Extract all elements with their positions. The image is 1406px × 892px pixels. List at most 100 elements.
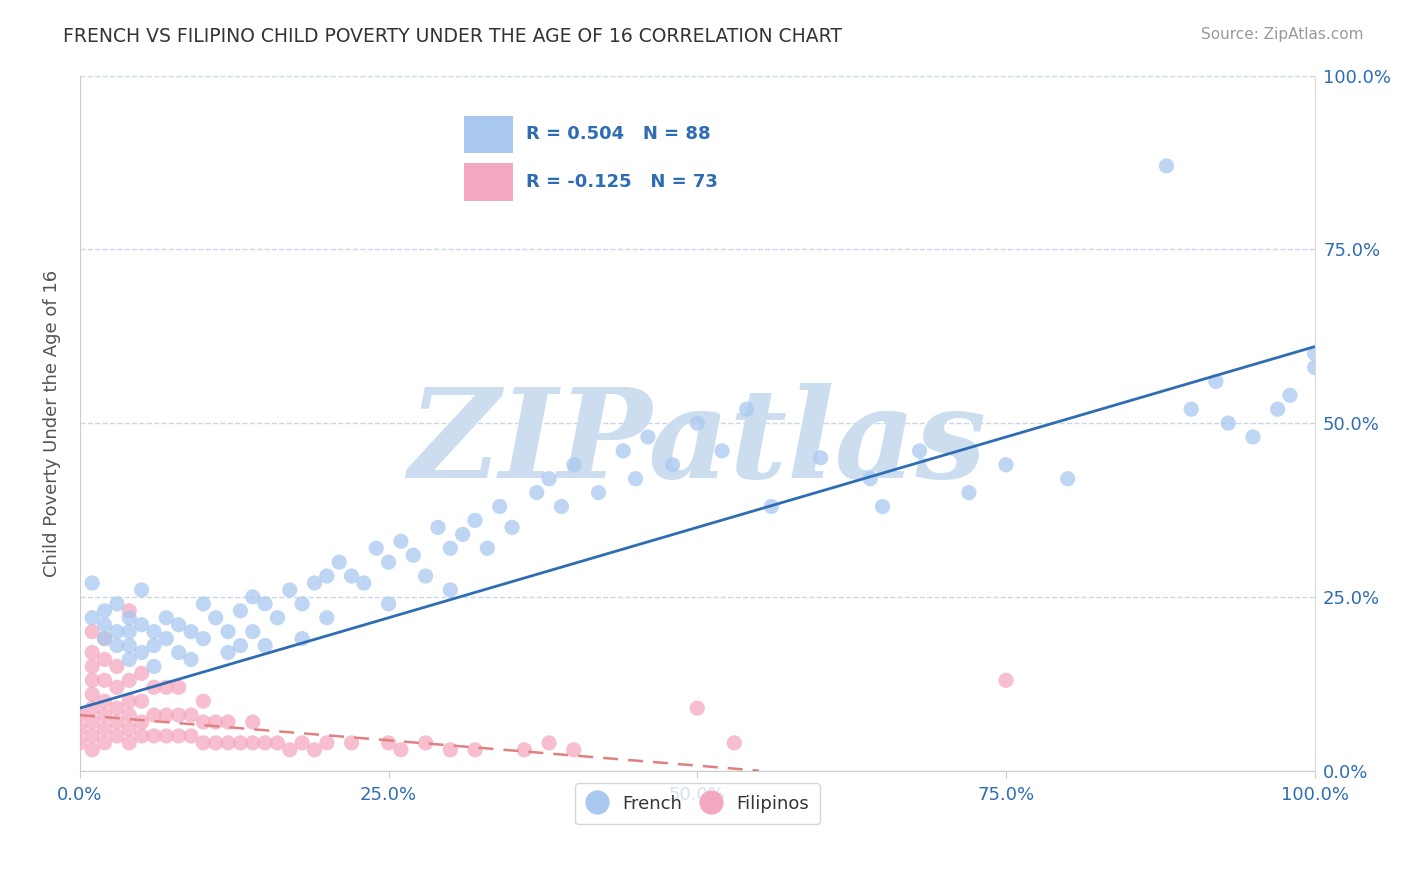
Point — [155, 632, 177, 646]
Point — [167, 680, 190, 694]
Point — [439, 582, 461, 597]
Point — [155, 680, 177, 694]
Point — [204, 611, 226, 625]
Point — [1056, 472, 1078, 486]
Point — [180, 708, 202, 723]
Point — [82, 687, 104, 701]
Point — [143, 639, 166, 653]
Point — [82, 701, 104, 715]
Point — [562, 743, 585, 757]
Point — [118, 736, 141, 750]
Point — [93, 652, 115, 666]
Point — [439, 743, 461, 757]
Point — [229, 639, 252, 653]
Point — [1180, 402, 1202, 417]
Point — [624, 472, 647, 486]
Point — [93, 632, 115, 646]
Point — [143, 708, 166, 723]
Point — [93, 617, 115, 632]
Point — [82, 743, 104, 757]
Point — [143, 680, 166, 694]
Point — [118, 604, 141, 618]
Point — [105, 729, 128, 743]
Point — [242, 714, 264, 729]
Point — [82, 624, 104, 639]
Point — [105, 680, 128, 694]
Point — [377, 597, 399, 611]
Point — [810, 450, 832, 465]
Point — [1156, 159, 1178, 173]
Point — [304, 576, 326, 591]
Point — [118, 694, 141, 708]
Point — [315, 569, 337, 583]
Point — [340, 736, 363, 750]
Point — [328, 555, 350, 569]
Point — [1303, 346, 1326, 360]
Point — [278, 743, 301, 757]
Point — [131, 729, 153, 743]
Point — [304, 743, 326, 757]
Legend: French, Filipinos: French, Filipinos — [575, 783, 820, 824]
Point — [872, 500, 894, 514]
Point — [686, 416, 709, 430]
Point — [315, 736, 337, 750]
Point — [710, 444, 733, 458]
Point — [994, 458, 1017, 472]
Point — [291, 597, 314, 611]
Text: Source: ZipAtlas.com: Source: ZipAtlas.com — [1201, 27, 1364, 42]
Point — [93, 736, 115, 750]
Point — [105, 624, 128, 639]
Point — [501, 520, 523, 534]
Point — [908, 444, 931, 458]
Point — [155, 611, 177, 625]
Point — [291, 736, 314, 750]
Point — [1205, 375, 1227, 389]
Point — [266, 736, 288, 750]
Point — [193, 694, 215, 708]
Point — [131, 582, 153, 597]
Point — [994, 673, 1017, 688]
Point — [118, 722, 141, 736]
Point — [193, 714, 215, 729]
Point — [180, 729, 202, 743]
Point — [1218, 416, 1240, 430]
Point — [105, 659, 128, 673]
Point — [82, 611, 104, 625]
Point — [118, 708, 141, 723]
Point — [315, 611, 337, 625]
Point — [254, 597, 277, 611]
Point — [426, 520, 449, 534]
Point — [167, 708, 190, 723]
Point — [278, 582, 301, 597]
Point — [105, 714, 128, 729]
Point — [477, 541, 499, 556]
Point — [93, 708, 115, 723]
Point — [118, 624, 141, 639]
Point — [464, 513, 486, 527]
Point — [550, 500, 572, 514]
Point — [415, 569, 437, 583]
Point — [82, 646, 104, 660]
Point — [155, 708, 177, 723]
Point — [366, 541, 388, 556]
Point — [229, 604, 252, 618]
Point — [118, 652, 141, 666]
Point — [105, 639, 128, 653]
Point — [217, 736, 239, 750]
Point — [242, 624, 264, 639]
Point — [488, 500, 510, 514]
Point — [131, 646, 153, 660]
Point — [513, 743, 536, 757]
Point — [93, 722, 115, 736]
Point — [193, 736, 215, 750]
Point — [118, 673, 141, 688]
Point — [637, 430, 659, 444]
Point — [538, 472, 561, 486]
Point — [291, 632, 314, 646]
Point — [859, 472, 882, 486]
Point — [439, 541, 461, 556]
Point — [686, 701, 709, 715]
Text: ZIPatlas: ZIPatlas — [408, 384, 986, 505]
Point — [723, 736, 745, 750]
Point — [131, 617, 153, 632]
